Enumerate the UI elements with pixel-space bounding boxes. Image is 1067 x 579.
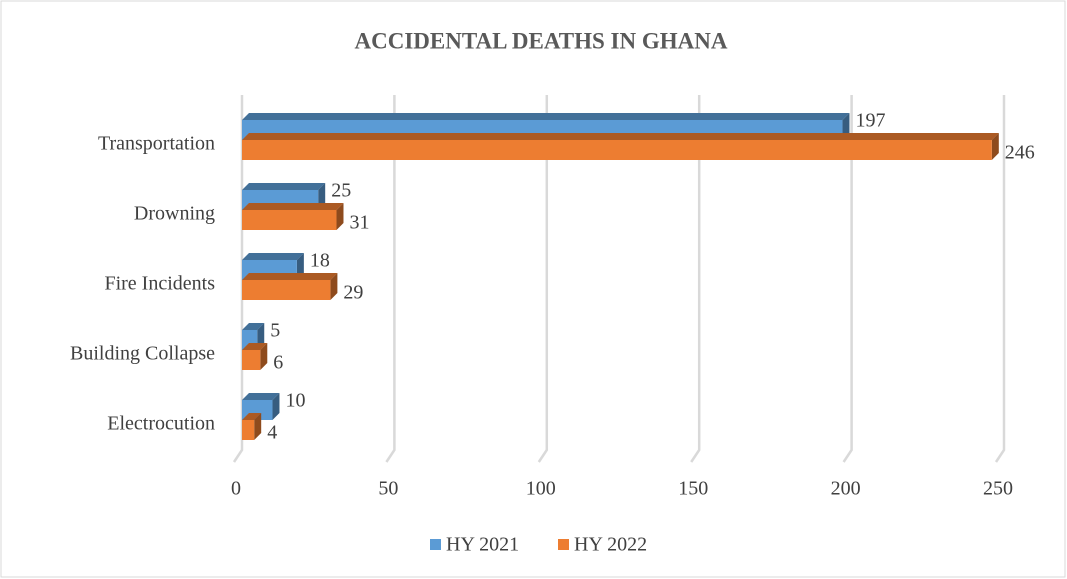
bar-top <box>242 183 326 190</box>
bar <box>242 273 338 300</box>
grid-line <box>842 95 853 463</box>
bar-front <box>242 280 331 300</box>
bar-top <box>242 273 338 280</box>
data-label: 6 <box>273 352 283 374</box>
bar <box>242 343 268 370</box>
data-label: 29 <box>343 282 363 304</box>
bar-top <box>242 253 304 260</box>
chart-title: ACCIDENTAL DEATHS IN GHANA <box>355 28 728 53</box>
x-tick-label: 250 <box>983 478 1013 500</box>
bar-front <box>242 140 992 160</box>
data-label: 31 <box>349 212 369 234</box>
bar-side <box>330 273 338 300</box>
bar-top <box>242 343 268 350</box>
legend-label: HY 2021 <box>446 534 519 556</box>
legend-swatch <box>430 539 441 550</box>
bar-top <box>242 133 999 140</box>
bar <box>242 133 999 160</box>
data-label: 5 <box>270 320 280 342</box>
bar <box>242 203 344 230</box>
data-label: 197 <box>855 110 885 132</box>
data-label: 10 <box>285 390 305 412</box>
bar-top <box>242 413 262 420</box>
data-label: 18 <box>310 250 330 272</box>
x-tick-label: 100 <box>526 478 556 500</box>
grid-line <box>690 95 701 463</box>
legend-swatch <box>558 539 569 550</box>
data-label: 246 <box>1005 142 1035 164</box>
bar-top <box>242 323 265 330</box>
bar-top <box>242 113 850 120</box>
bar-front <box>242 420 255 440</box>
bar-front <box>242 350 261 370</box>
y-tick-label: Fire Incidents <box>104 273 215 295</box>
bar-side <box>254 413 262 440</box>
bar-top <box>242 393 280 400</box>
bar <box>242 413 262 440</box>
grid-line <box>385 95 396 463</box>
y-tick-label: Electrocution <box>107 413 215 435</box>
bar-side <box>260 343 268 370</box>
y-tick-label: Drowning <box>134 203 215 225</box>
x-tick-label: 200 <box>831 478 861 500</box>
grid-line <box>994 95 1006 463</box>
bar-side <box>991 133 999 160</box>
bar-side <box>272 393 280 420</box>
legend-label: HY 2022 <box>574 534 647 556</box>
x-tick-label: 150 <box>678 478 708 500</box>
data-label: 25 <box>331 180 351 202</box>
x-tick-label: 50 <box>378 478 398 500</box>
bar-front <box>242 210 337 230</box>
bar-side <box>336 203 344 230</box>
y-tick-label: Transportation <box>98 133 215 155</box>
bar-top <box>242 203 344 210</box>
grid-line <box>537 95 549 463</box>
y-tick-label: Building Collapse <box>70 343 215 365</box>
x-tick-label: 0 <box>231 478 241 500</box>
data-label: 4 <box>267 422 277 444</box>
